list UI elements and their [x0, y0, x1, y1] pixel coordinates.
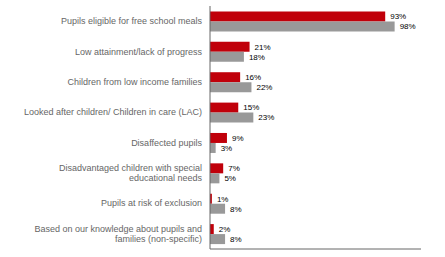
svg-text:Pupils at risk of exclusion: Pupils at risk of exclusion: [101, 198, 202, 208]
svg-text:2%: 2%: [219, 225, 231, 234]
svg-text:Looked after children/ Childre: Looked after children/ Children in care …: [24, 107, 202, 117]
svg-text:23%: 23%: [258, 113, 274, 122]
svg-text:Pupils eligible for free schoo: Pupils eligible for free school meals: [61, 16, 203, 26]
svg-text:Disaffected pupils: Disaffected pupils: [131, 138, 202, 148]
svg-text:15%: 15%: [243, 103, 259, 112]
svg-text:18%: 18%: [249, 53, 265, 62]
svg-text:7%: 7%: [228, 164, 240, 173]
svg-text:5%: 5%: [224, 174, 236, 183]
svg-text:1%: 1%: [217, 195, 229, 204]
svg-text:16%: 16%: [245, 73, 261, 82]
svg-text:Disadvantaged children with sp: Disadvantaged children with specialeduca…: [59, 163, 203, 183]
svg-text:Children from low income famil: Children from low income families: [67, 77, 202, 87]
svg-text:8%: 8%: [230, 235, 242, 244]
svg-text:3%: 3%: [221, 144, 233, 153]
svg-text:21%: 21%: [255, 43, 271, 52]
svg-text:22%: 22%: [256, 83, 272, 92]
svg-text:93%: 93%: [390, 12, 406, 21]
svg-text:98%: 98%: [400, 22, 416, 31]
svg-text:8%: 8%: [230, 205, 242, 214]
svg-text:9%: 9%: [232, 134, 244, 143]
svg-text:Low attainment/lack of progres: Low attainment/lack of progress: [75, 47, 203, 57]
svg-text:Based on our knowledge about p: Based on our knowledge about pupils andf…: [34, 224, 202, 244]
